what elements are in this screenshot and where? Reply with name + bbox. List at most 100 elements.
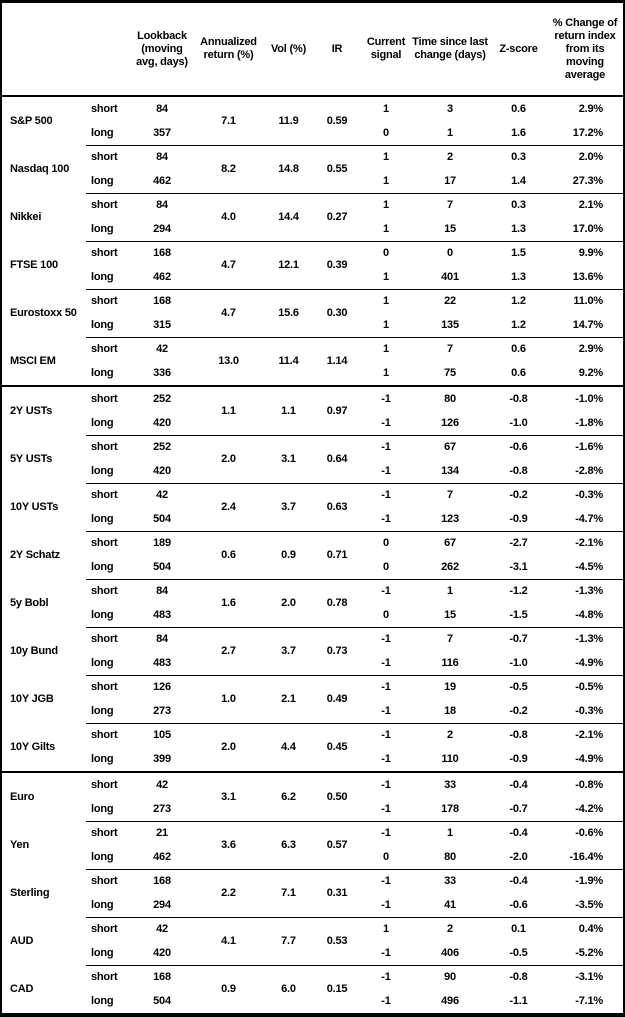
lookback-short-value: 42 xyxy=(156,489,168,501)
zscore-short-value: -1.2 xyxy=(509,585,528,597)
table-row: 10Y JGB short long 126 273 1.0 2.1 0.49 … xyxy=(2,675,623,723)
horizon-label-long: long xyxy=(91,899,114,911)
horizon-label-short: short xyxy=(91,295,118,307)
asset-name: Nasdaq 100 xyxy=(10,163,70,175)
lookback-long-value: 273 xyxy=(153,803,171,815)
lookback-short-value: 126 xyxy=(153,681,171,693)
time-since-short-value: 3 xyxy=(447,103,453,115)
pct-change-long-value: -3.5% xyxy=(575,899,603,911)
section-fx: Euro short long 42 273 3.1 6.2 0.50 -1 -… xyxy=(2,771,623,1013)
lookback-short-value: 168 xyxy=(153,247,171,259)
zscore-short-value: -0.4 xyxy=(509,827,528,839)
table-row: AUD short long 42 420 4.1 7.7 0.53 1 -1 … xyxy=(2,917,623,965)
zscore-long-value: -1.0 xyxy=(509,657,528,669)
zscore-long-value: 1.3 xyxy=(511,223,526,235)
zscore-short-value: 0.3 xyxy=(511,199,526,211)
pct-change-long-value: -4.9% xyxy=(575,753,603,765)
asset-name: Sterling xyxy=(10,887,50,899)
horizon-label-short: short xyxy=(91,247,118,259)
time-since-short-value: 2 xyxy=(447,729,453,741)
lookback-long-value: 504 xyxy=(153,995,171,1007)
signal-long-value: 1 xyxy=(383,319,389,331)
annualized-return-value: 4.7 xyxy=(221,259,236,271)
pct-change-short-value: -1.0% xyxy=(575,393,603,405)
zscore-long-value: -3.1 xyxy=(509,561,528,573)
header-zscore: Z-score xyxy=(499,42,538,55)
annualized-return-value: 8.2 xyxy=(221,163,236,175)
asset-name: 10y Bund xyxy=(10,645,58,657)
time-since-short-value: 2 xyxy=(447,151,453,163)
time-since-long-value: 401 xyxy=(441,271,459,283)
time-since-short-value: 0 xyxy=(447,247,453,259)
signal-long-value: 0 xyxy=(383,609,389,621)
asset-name: Nikkei xyxy=(10,211,42,223)
lookback-long-value: 294 xyxy=(153,223,171,235)
lookback-long-value: 483 xyxy=(153,657,171,669)
header-vol: Vol (%) xyxy=(270,42,307,55)
asset-name: 10Y USTs xyxy=(10,501,59,513)
signal-short-value: -1 xyxy=(381,827,391,839)
table-row: 10Y Gilts short long 105 399 2.0 4.4 0.4… xyxy=(2,723,623,771)
lookback-long-value: 462 xyxy=(153,851,171,863)
signal-long-value: -1 xyxy=(381,657,391,669)
time-since-short-value: 33 xyxy=(444,875,456,887)
horizon-label-long: long xyxy=(91,367,114,379)
horizon-label-long: long xyxy=(91,175,114,187)
annualized-return-value: 2.7 xyxy=(221,645,236,657)
zscore-short-value: -2.7 xyxy=(509,537,528,549)
time-since-long-value: 116 xyxy=(441,657,459,669)
time-since-long-value: 15 xyxy=(444,223,456,235)
annualized-return-value: 3.1 xyxy=(221,791,236,803)
pct-change-long-value: -4.7% xyxy=(575,513,603,525)
time-since-long-value: 135 xyxy=(441,319,459,331)
pct-change-short-value: 9.9% xyxy=(578,247,603,259)
annualized-return-value: 0.6 xyxy=(221,549,236,561)
pct-change-long-value: 27.3% xyxy=(572,175,603,187)
asset-name: AUD xyxy=(10,935,34,947)
time-since-long-value: 15 xyxy=(444,609,456,621)
signal-long-value: 1 xyxy=(383,367,389,379)
lookback-short-value: 84 xyxy=(156,633,168,645)
zscore-long-value: 0.6 xyxy=(511,367,526,379)
time-since-long-value: 178 xyxy=(441,803,459,815)
signal-short-value: -1 xyxy=(381,441,391,453)
signal-short-value: -1 xyxy=(381,729,391,741)
horizon-label-short: short xyxy=(91,923,118,935)
signal-long-value: -1 xyxy=(381,705,391,717)
zscore-short-value: 1.2 xyxy=(511,295,526,307)
time-since-long-value: 41 xyxy=(444,899,456,911)
lookback-short-value: 105 xyxy=(153,729,171,741)
lookback-long-value: 504 xyxy=(153,561,171,573)
signal-long-value: -1 xyxy=(381,465,391,477)
pct-change-long-value: -16.4% xyxy=(569,851,603,863)
signal-long-value: 0 xyxy=(383,127,389,139)
ir-value: 0.49 xyxy=(326,693,348,705)
time-since-short-value: 1 xyxy=(447,585,453,597)
signal-long-value: 0 xyxy=(383,851,389,863)
signal-short-value: -1 xyxy=(381,393,391,405)
ir-value: 0.97 xyxy=(326,405,348,417)
zscore-long-value: -1.5 xyxy=(509,609,528,621)
time-since-short-value: 7 xyxy=(447,343,453,355)
table-row: 5Y USTs short long 252 420 2.0 3.1 0.64 … xyxy=(2,435,623,483)
signal-short-value: 0 xyxy=(383,537,389,549)
vol-value: 14.8 xyxy=(278,163,299,175)
pct-change-short-value: -3.1% xyxy=(575,971,603,983)
ir-value: 0.57 xyxy=(326,839,348,851)
vol-value: 15.6 xyxy=(278,307,299,319)
lookback-long-value: 399 xyxy=(153,753,171,765)
pct-change-long-value: 13.6% xyxy=(572,271,603,283)
time-since-short-value: 19 xyxy=(444,681,456,693)
signal-long-value: 1 xyxy=(383,223,389,235)
signal-short-value: 1 xyxy=(383,103,389,115)
signal-short-value: -1 xyxy=(381,971,391,983)
zscore-short-value: -0.5 xyxy=(509,681,528,693)
annualized-return-value: 2.2 xyxy=(221,887,236,899)
annualized-return-value: 2.0 xyxy=(221,453,236,465)
pct-change-short-value: -1.9% xyxy=(575,875,603,887)
zscore-long-value: -0.5 xyxy=(509,947,528,959)
asset-name: Eurostoxx 50 xyxy=(10,307,77,319)
asset-name: Yen xyxy=(10,839,29,851)
pct-change-short-value: 2.9% xyxy=(578,103,603,115)
table-row: CAD short long 168 504 0.9 6.0 0.15 -1 -… xyxy=(2,965,623,1013)
